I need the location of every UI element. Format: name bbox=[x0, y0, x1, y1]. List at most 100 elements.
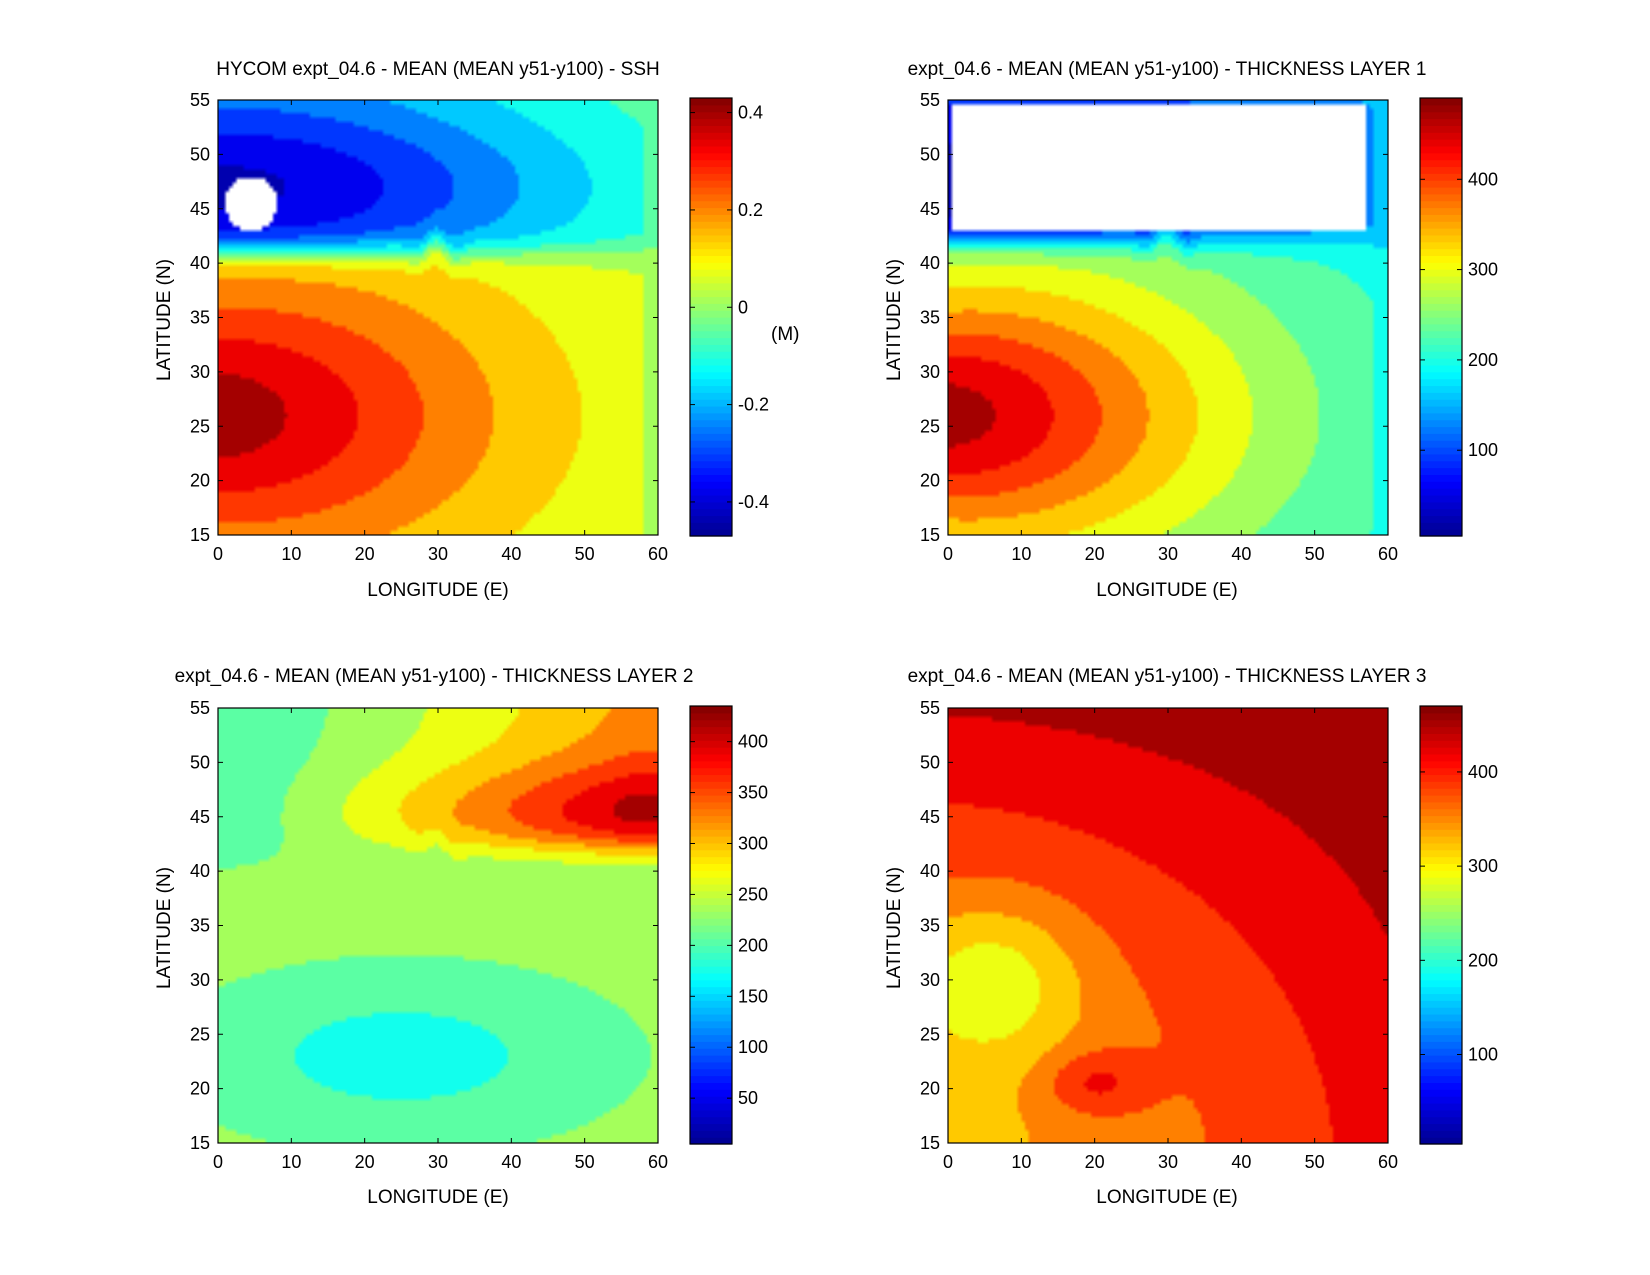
colorbar-band bbox=[1420, 733, 1462, 741]
colorbar-frame bbox=[1419, 97, 1463, 537]
colorbar-band bbox=[690, 392, 732, 400]
axes: 0 10 20 30 40 50 60 15 20 25 30 35 40 45 50 55 bbox=[920, 90, 1398, 564]
colorbar-band bbox=[1420, 494, 1462, 503]
colorbar-band bbox=[1420, 405, 1462, 414]
colorbar-tick-label: 400 bbox=[1468, 169, 1498, 189]
colorbar-band bbox=[1420, 426, 1462, 434]
colorbar-band bbox=[1420, 214, 1462, 222]
colorbar-band bbox=[690, 849, 732, 858]
colorbar-band bbox=[1420, 296, 1462, 304]
colorbar-band bbox=[1420, 972, 1462, 981]
y-tick-label: 55 bbox=[920, 698, 940, 718]
colorbar-band bbox=[690, 1075, 732, 1084]
x-tick-label: 0 bbox=[943, 544, 953, 564]
colorbar-band bbox=[1420, 501, 1462, 510]
y-tick-label: 15 bbox=[920, 525, 940, 545]
colorbar-band bbox=[1420, 221, 1462, 229]
colorbar-band bbox=[1420, 925, 1462, 933]
colorbar-band bbox=[690, 959, 732, 967]
colorbar-tick-label: 300 bbox=[738, 834, 768, 854]
colorbar-band bbox=[690, 275, 732, 284]
y-tick-label: 15 bbox=[190, 1133, 210, 1153]
colorbar-band bbox=[1420, 467, 1462, 476]
colorbar-band bbox=[1420, 207, 1462, 215]
colorbar-band bbox=[690, 733, 732, 741]
colorbar-band bbox=[690, 774, 732, 782]
colorbar-band bbox=[1420, 364, 1462, 373]
colorbar-band bbox=[690, 1034, 732, 1042]
colorbar-unit: (M) bbox=[771, 324, 799, 345]
colorbar-band bbox=[690, 938, 732, 947]
colorbar-band bbox=[1420, 132, 1462, 140]
y-axis-label: LATITUDE (N) bbox=[154, 867, 175, 989]
colorbar-band bbox=[690, 337, 732, 345]
colorbar-band bbox=[1420, 166, 1462, 174]
colorbar-band bbox=[1420, 453, 1462, 462]
colorbar-band bbox=[1420, 522, 1462, 530]
x-tick-label: 60 bbox=[648, 544, 668, 564]
colorbar-band bbox=[1420, 371, 1462, 380]
colorbar-band bbox=[690, 706, 732, 714]
y-tick-label: 35 bbox=[190, 308, 210, 328]
colorbar-band bbox=[690, 760, 732, 769]
colorbar-band bbox=[690, 712, 732, 721]
colorbar-band bbox=[1420, 323, 1462, 332]
colorbar-band bbox=[690, 289, 732, 298]
x-tick-label: 60 bbox=[1378, 1152, 1398, 1172]
colorbar-band bbox=[1420, 508, 1462, 517]
colorbar-band bbox=[690, 740, 732, 748]
colorbar-band bbox=[690, 829, 732, 837]
colorbar-band bbox=[1420, 890, 1462, 899]
colorbar-band bbox=[1420, 1082, 1462, 1090]
colorbar-band bbox=[1420, 767, 1462, 776]
colorbar-band bbox=[690, 1061, 732, 1070]
colorbar-band bbox=[690, 911, 732, 919]
y-tick-label: 20 bbox=[920, 471, 940, 491]
colorbar-band bbox=[690, 515, 732, 523]
colorbar-band bbox=[1420, 145, 1462, 154]
y-tick-label: 50 bbox=[190, 144, 210, 164]
contour-field bbox=[218, 100, 658, 535]
colorbar-band bbox=[690, 364, 732, 373]
panel-thickness-layer-3: expt_04.6 - MEAN (MEAN y51-y100) - THICK… bbox=[884, 666, 1498, 1208]
colorbar-band bbox=[690, 481, 732, 489]
y-tick-label: 40 bbox=[190, 861, 210, 881]
colorbar-band bbox=[1420, 945, 1462, 953]
colorbar-band bbox=[690, 747, 732, 755]
colorbar-band bbox=[1420, 822, 1462, 830]
x-tick-label: 40 bbox=[1231, 1152, 1251, 1172]
colorbar-band bbox=[1420, 412, 1462, 421]
contour-field bbox=[948, 708, 1388, 1143]
colorbar-band bbox=[1420, 1055, 1462, 1063]
colorbar-band bbox=[1420, 753, 1462, 762]
colorbar-band bbox=[1420, 180, 1462, 188]
colorbar-band bbox=[1420, 781, 1462, 789]
colorbar-frame bbox=[1419, 705, 1463, 1145]
colorbar-band bbox=[1420, 1013, 1462, 1022]
colorbar-band bbox=[1420, 310, 1462, 318]
axes: 0 10 20 30 40 50 60 15 20 25 30 35 40 45 50 55 bbox=[920, 698, 1398, 1172]
colorbar-band bbox=[1420, 1102, 1462, 1111]
colorbar-band bbox=[690, 1089, 732, 1097]
colorbar-band bbox=[1420, 849, 1462, 858]
colorbar-band bbox=[1420, 726, 1462, 734]
colorbar-band bbox=[690, 1007, 732, 1015]
contour-plot bbox=[948, 100, 1388, 535]
y-tick-label: 15 bbox=[920, 1133, 940, 1153]
colorbar-band bbox=[690, 993, 732, 1001]
colorbar-band bbox=[1420, 1061, 1462, 1070]
panel-thickness-layer-2: expt_04.6 - MEAN (MEAN y51-y100) - THICK… bbox=[154, 666, 768, 1208]
colorbar-band bbox=[690, 166, 732, 174]
colorbar-band bbox=[690, 474, 732, 482]
colorbar-band bbox=[690, 310, 732, 318]
colorbar-band bbox=[690, 412, 732, 421]
colorbar-tick-label: 0.4 bbox=[738, 103, 763, 123]
colorbar-band bbox=[1420, 351, 1462, 359]
colorbar-band bbox=[1420, 481, 1462, 489]
colorbar-band bbox=[690, 426, 732, 434]
colorbar-band bbox=[690, 378, 732, 387]
colorbar-band bbox=[1420, 993, 1462, 1001]
colorbar-band bbox=[690, 152, 732, 161]
colorbar-band bbox=[1420, 275, 1462, 284]
colorbar-band bbox=[1420, 344, 1462, 352]
